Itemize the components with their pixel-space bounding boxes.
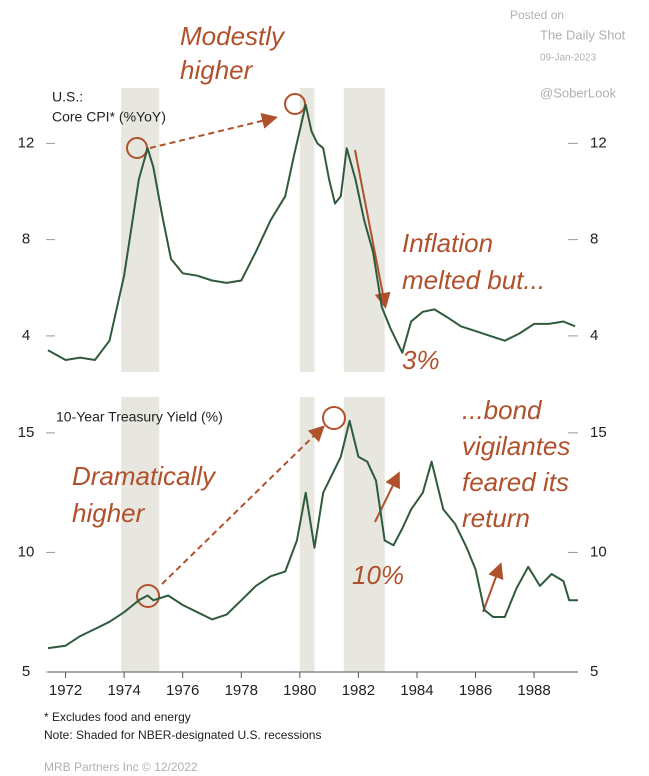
annotation: return: [462, 503, 530, 533]
y-tick-label: 8: [22, 231, 30, 248]
x-tick-label: 1982: [342, 682, 375, 699]
y-tick-label: 15: [18, 424, 35, 441]
annotation: ...bond: [462, 395, 543, 425]
annotation: Inflation: [402, 228, 493, 258]
annotation: Modestly: [180, 21, 286, 51]
handle: @SoberLook: [540, 85, 617, 100]
x-tick-label: 1978: [225, 682, 258, 699]
recession-band: [343, 397, 385, 672]
x-tick-label: 1976: [166, 682, 199, 699]
callouts: [126, 93, 504, 613]
annotation: melted but...: [402, 265, 545, 295]
x-tick-label: 1980: [283, 682, 316, 699]
recession-band: [121, 88, 160, 372]
footnote: * Excludes food and energy: [44, 710, 191, 724]
recession-band: [343, 88, 385, 372]
panel-subtitle: U.S.:: [52, 89, 83, 105]
annotation: 3%: [402, 345, 440, 375]
recession-band: [299, 88, 315, 372]
annotation: higher: [72, 498, 146, 528]
y-tick-label: 4: [22, 327, 30, 344]
y-tick-label: 10: [18, 543, 35, 560]
y-tick-label: 5: [22, 663, 30, 680]
panel-title: Core CPI* (%YoY): [52, 109, 166, 125]
footnote: Note: Shaded for NBER-designated U.S. re…: [44, 728, 321, 742]
annotation: Dramatically: [72, 461, 217, 491]
line-series: [47, 103, 576, 361]
panel-title: 10-Year Treasury Yield (%): [56, 409, 223, 425]
x-tick-label: 1974: [107, 682, 140, 699]
x-tick-label: 1986: [459, 682, 492, 699]
recession-shading: [121, 88, 385, 672]
annotation: vigilantes: [462, 431, 570, 461]
date: 09-Jan-2023: [540, 53, 597, 64]
recession-band: [121, 397, 160, 672]
y-tick-label: 12: [18, 134, 35, 151]
y2-tick-label: 10: [590, 543, 607, 560]
annotation: feared its: [462, 467, 569, 497]
annotation: 10%: [352, 560, 404, 590]
y2-tick-label: 12: [590, 134, 607, 151]
posted-label: Posted on: [510, 8, 564, 22]
y2-tick-label: 4: [590, 327, 598, 344]
credit: MRB Partners Inc © 12/2022: [44, 760, 198, 774]
y2-tick-label: 5: [590, 663, 598, 680]
x-tick-label: 1984: [400, 682, 433, 699]
source: The Daily Shot: [540, 27, 626, 42]
y2-tick-label: 15: [590, 424, 607, 441]
recession-band: [299, 397, 315, 672]
y2-tick-label: 8: [590, 231, 598, 248]
line-series: [47, 419, 578, 650]
x-tick-label: 1988: [517, 682, 550, 699]
annotation: higher: [180, 55, 254, 85]
x-tick-label: 1972: [49, 682, 82, 699]
